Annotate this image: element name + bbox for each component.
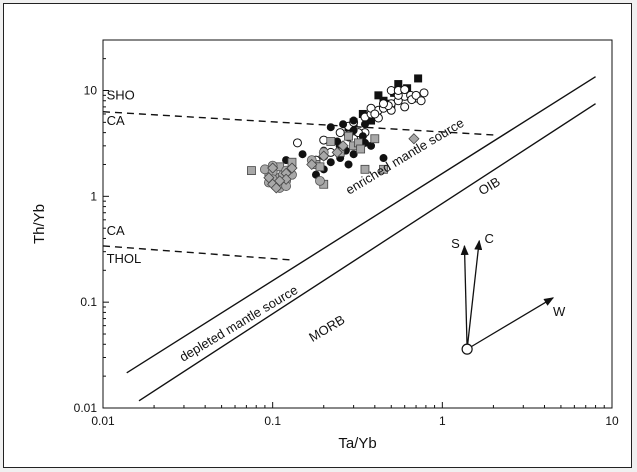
y-axis-label: Th/Yb [31,204,48,244]
gray-diamond-point [286,162,298,174]
open-circle-point [419,88,429,98]
open-circle-point [400,85,410,95]
gray-square-point [356,144,366,154]
plot-border [102,39,613,409]
data-points [247,74,429,194]
filled-circle-point [379,154,388,163]
gray-square-point [379,164,388,174]
plot-area [102,39,613,409]
vector-origin-circle [461,343,473,355]
open-circle-point [292,138,302,148]
dashed-boundary-line [102,111,494,136]
field-label: SHO [107,88,135,103]
gray-square-point [360,164,370,174]
gray-square-point [315,162,325,172]
field-label: THOL [107,251,142,266]
field-annotations: SHO CA CA THOL enriched mantle source deplete… [107,88,503,365]
filled-square-point [394,80,403,89]
x-tick-label: 0.01 [91,414,115,428]
field-label: depleted mantle source [177,282,301,364]
filled-circle-point [358,132,367,141]
field-label: MORB [306,312,347,345]
gray-circle-point [315,175,325,186]
gray-diamond-point [267,162,279,174]
filled-circle-point [326,158,335,167]
open-circle-point [370,109,380,119]
x-tick-label: 10 [605,414,619,428]
mantle-array-line [138,103,596,402]
y-tick-label: 0.1 [80,295,97,309]
filled-circle-point [326,123,335,132]
filled-circle-point [349,116,358,125]
gray-diamond-point [408,133,420,145]
vector-arrows: S C W [451,231,566,355]
gray-square-point [247,166,256,176]
y-tick-label: 0.01 [74,401,98,415]
chart-frame [3,3,632,468]
filled-square-point [374,91,383,100]
filled-circle-point [367,141,376,150]
x-tick-label: 0.1 [264,414,281,428]
field-label: enriched mantle source [343,115,467,197]
filled-circle-point [298,150,307,159]
gray-square-point [370,134,380,144]
filled-circle-point [333,137,342,146]
vector-arrow-w [466,297,555,350]
filled-circle-point [349,150,358,159]
filled-square-point [414,74,423,83]
axis-ticks: 0.01 0.1 1 10 0.01 0.1 1 10 [74,39,619,428]
gray-diamond-point [331,146,343,158]
gray-square-point [326,137,336,146]
filled-square-point [367,116,376,125]
filled-circle-point [360,120,369,129]
open-circle-point [416,96,426,106]
vector-label-w: W [553,304,566,319]
y-tick-label: 1 [90,189,97,203]
filled-circle-point [344,160,353,169]
open-circle-point [378,99,388,109]
field-label: CA [107,223,125,238]
x-axis-label: Ta/Yb [338,435,376,452]
filled-circle-point [339,120,348,129]
mantle-array-line [126,76,596,374]
field-label: CA [107,113,125,128]
x-tick-label: 1 [439,414,446,428]
gray-diamond-point [274,175,286,187]
open-circle-point [400,102,410,112]
boundary-lines [102,76,596,402]
gray-diamond-point [337,140,349,152]
vector-arrow-c [466,239,483,350]
y-tick-label: 10 [84,83,98,97]
gray-diamond-point [318,150,330,162]
vector-label-c: C [485,231,494,246]
vector-label-s: S [451,236,460,251]
field-label: OIB [476,174,503,198]
gray-diamond-point [306,158,318,171]
dashed-boundary-line [102,245,293,261]
open-circle-point [335,128,345,138]
vector-arrow-s [460,244,469,350]
open-circle-point [411,90,421,100]
gray-square-point [344,131,353,141]
